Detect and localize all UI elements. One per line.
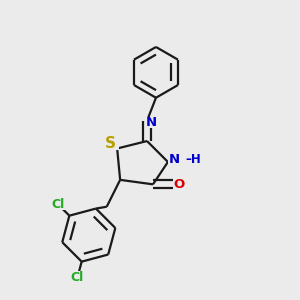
Bar xyxy=(102,137,119,150)
Bar xyxy=(146,117,158,128)
Text: Cl: Cl xyxy=(51,197,64,211)
Text: –H: –H xyxy=(186,153,202,166)
Bar xyxy=(68,271,87,284)
Text: S: S xyxy=(105,136,116,151)
Bar xyxy=(173,179,185,190)
Text: N: N xyxy=(168,153,179,166)
Bar xyxy=(48,198,68,210)
Text: Cl: Cl xyxy=(71,271,84,284)
Text: O: O xyxy=(174,178,185,191)
Bar xyxy=(168,154,180,165)
Text: N: N xyxy=(146,116,157,129)
